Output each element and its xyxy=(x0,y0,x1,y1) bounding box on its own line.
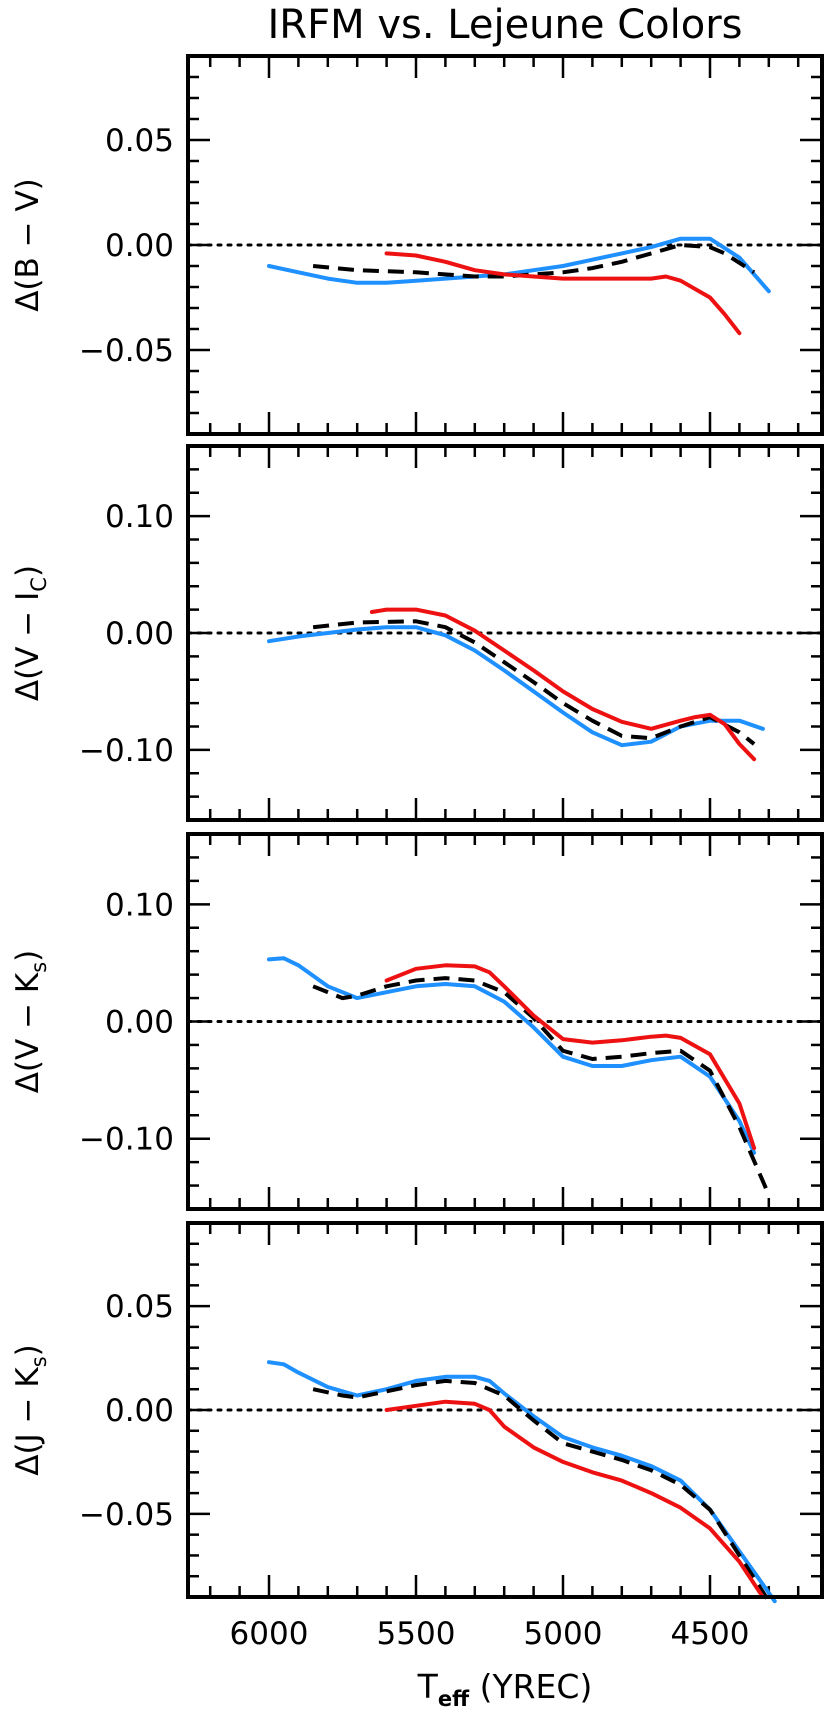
series-line-red xyxy=(369,607,757,762)
series-line-black xyxy=(312,1378,771,1603)
y-axis-label: Δ(V − Ks) xyxy=(10,950,51,1094)
series-line-red xyxy=(384,251,742,336)
x-tick-label: 5500 xyxy=(377,1616,456,1652)
y-tick-label: −0.10 xyxy=(79,1122,174,1158)
plot-frame xyxy=(186,444,824,822)
series-line-blue xyxy=(267,1360,777,1604)
series-line-black xyxy=(312,619,756,746)
plot-frame xyxy=(186,54,824,436)
y-tick-label: 0.10 xyxy=(105,499,174,535)
y-tick-label: 0.05 xyxy=(105,1289,174,1325)
y-axis-label: Δ(V − IC) xyxy=(10,565,51,701)
y-tick-label: 0.00 xyxy=(105,228,174,264)
series-line-black xyxy=(312,243,756,279)
panel-1: 0.05 0.00 −0.05 Δ(B − V) xyxy=(10,54,824,436)
series-line-black xyxy=(312,976,771,1196)
panel-2: 0.10 0.00 −0.10 Δ(V − IC) xyxy=(10,444,824,822)
y-tick-label: −0.05 xyxy=(79,1497,174,1533)
series-line-red xyxy=(384,963,757,1151)
y-axis-label: Δ(B − V) xyxy=(10,178,46,312)
figure-title: IRFM vs. Lejeune Colors xyxy=(268,2,743,48)
series-line-red xyxy=(384,1399,765,1599)
x-tick-label: 5000 xyxy=(524,1616,603,1652)
chart-panels: 0.05 0.00 −0.05 Δ(B − V) 0.10 0.00 −0.10 Δ(V − … xyxy=(10,54,824,1711)
series-line-blue xyxy=(267,625,765,748)
x-tick-label: 4500 xyxy=(671,1616,750,1652)
panel-4: 0.05 0.00 −0.05 Δ(J − Ks) 6000 5500 5000 4500 Te… xyxy=(10,1221,824,1711)
plot-frame xyxy=(186,832,824,1211)
y-tick-label: −0.10 xyxy=(79,733,174,769)
y-tick-label: 0.00 xyxy=(105,616,174,652)
x-tick-label: 6000 xyxy=(230,1616,309,1652)
panel-3: 0.10 0.00 −0.10 Δ(V − Ks) xyxy=(10,832,824,1211)
y-tick-label: 0.10 xyxy=(105,887,174,923)
y-tick-label: 0.00 xyxy=(105,1393,174,1429)
series-line-blue xyxy=(267,956,757,1155)
x-axis-label: Teff (YREC) xyxy=(417,1667,593,1711)
y-tick-label: 0.05 xyxy=(105,123,174,159)
y-tick-label: 0.00 xyxy=(105,1005,174,1041)
y-axis-label: Δ(J − Ks) xyxy=(10,1344,51,1476)
series-line-blue xyxy=(267,236,771,294)
y-tick-label: −0.05 xyxy=(79,333,174,369)
plot-frame xyxy=(186,1221,824,1599)
